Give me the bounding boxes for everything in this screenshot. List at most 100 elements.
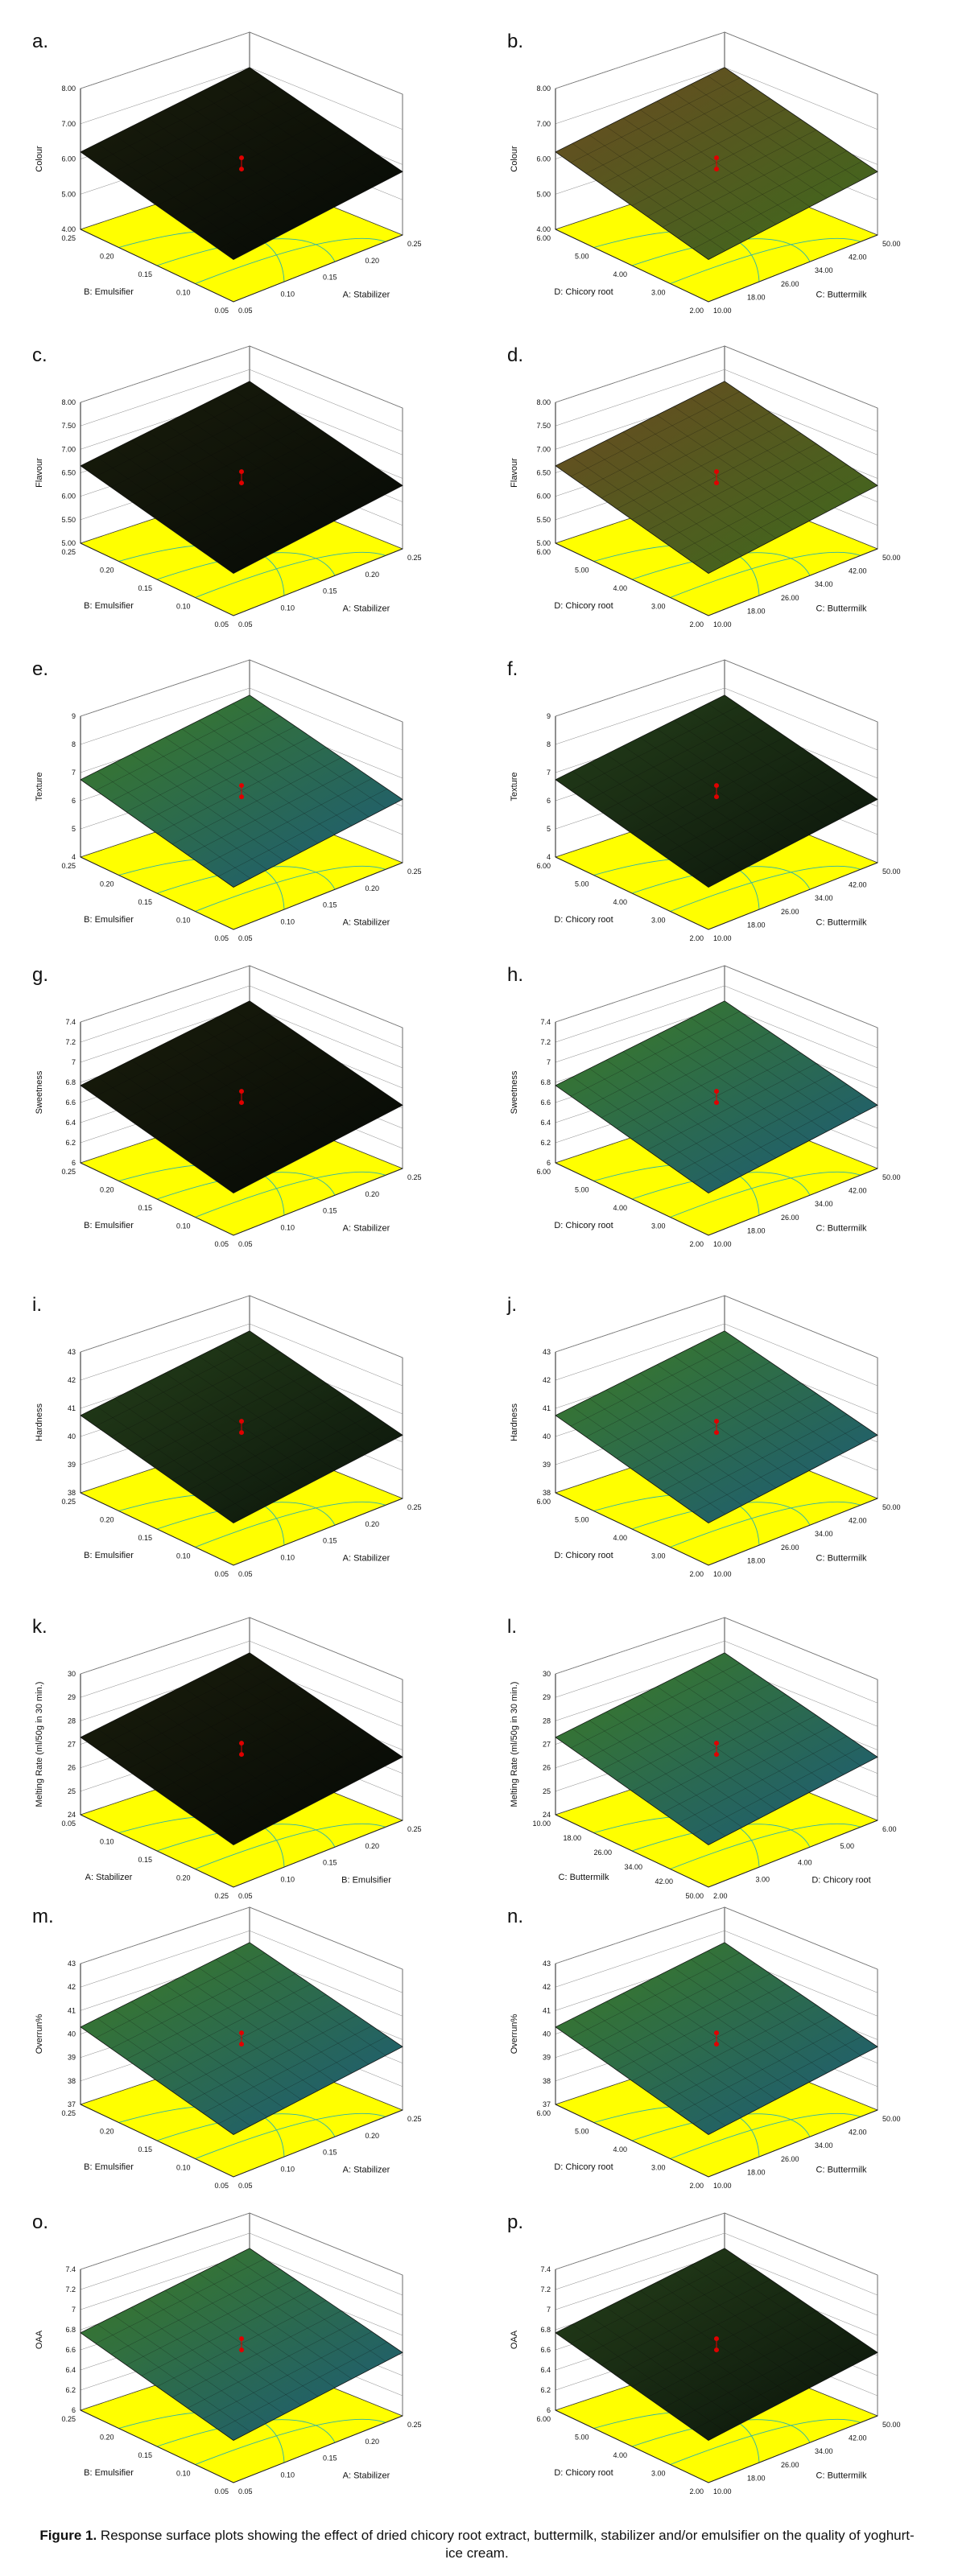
left-axis-tick: 4.00: [613, 1204, 627, 1212]
mesh-line: [198, 1356, 353, 1462]
left-axis-tick: 0.15: [138, 2145, 152, 2154]
left-axis-title: B: Emulsifier: [84, 2468, 134, 2478]
front-edge: [80, 1814, 403, 1888]
right-axis-tick: 26.00: [781, 280, 799, 288]
left-axis-title: B: Emulsifier: [84, 2162, 134, 2172]
left-axis-title: B: Emulsifier: [84, 601, 134, 611]
mesh-line: [707, 76, 861, 181]
mesh-line: [646, 2310, 817, 2398]
left-axis-tick: 2.00: [689, 1240, 704, 1248]
right-axis-tick: 50.00: [882, 1173, 901, 1181]
panel-label: a.: [32, 31, 49, 52]
caption-text: Response surface plots showing the effec…: [100, 2528, 915, 2561]
mesh-line: [232, 1339, 386, 1445]
mesh-line: [692, 2342, 863, 2430]
left-axis-tick: 0.10: [176, 917, 191, 925]
z-tick-label: 4.00: [61, 225, 76, 233]
left-axis-tick: 0.15: [138, 270, 152, 278]
z-tick-label: 39: [68, 2054, 76, 2062]
mesh-line: [187, 1074, 357, 1161]
z-tick-label: 41: [68, 1404, 76, 1412]
z-tick-label: 25: [543, 1787, 551, 1795]
mesh-line: [656, 1364, 811, 1471]
panel-e: e. 4 5 6 7 8 9 Texture 0.25 0.20 0.15 0.10 0.05 B: Em…: [8, 652, 459, 966]
z-axis-title: Hardness: [510, 1403, 519, 1441]
z-tick-label: 28: [543, 1717, 551, 1725]
right-axis-tick: 50.00: [882, 2421, 901, 2429]
mesh-line: [662, 768, 832, 855]
left-axis-tick: 2.00: [689, 934, 704, 942]
mesh-line: [690, 711, 845, 818]
mesh-line: [656, 2281, 811, 2388]
mesh-line: [187, 140, 357, 228]
mesh-line: [187, 768, 357, 855]
contour-line: [156, 2419, 336, 2447]
mesh-line: [692, 161, 863, 249]
panel-label: g.: [32, 964, 49, 986]
z-tick-label: 6.00: [61, 155, 76, 163]
z-gridline: [555, 1906, 878, 1970]
right-axis-tick: 18.00: [747, 607, 766, 615]
left-axis-title: D: Chicory root: [554, 287, 613, 297]
left-axis-tick: 0.25: [61, 234, 76, 242]
surface-plot: 37 38 39 40 41 42 43 Overrun% 6.00 5.00 4.00 3.00 2.…: [510, 1906, 901, 2190]
right-axis-tick: 0.05: [238, 1240, 253, 1248]
mesh-line: [187, 2015, 357, 2103]
z-axis-title: Hardness: [35, 1403, 44, 1441]
z-gridline: [80, 659, 403, 723]
left-axis-tick: 0.20: [100, 2434, 114, 2442]
left-axis-tick: 0.20: [100, 1516, 114, 1524]
front-edge: [80, 2409, 403, 2483]
mesh-line: [692, 475, 863, 563]
z-tick-label: 7.00: [536, 120, 551, 128]
right-axis-tick: 26.00: [781, 594, 799, 602]
z-tick-label: 4: [72, 853, 76, 861]
right-axis-tick: 18.00: [747, 1556, 766, 1564]
z-tick-label: 37: [543, 2100, 551, 2108]
left-axis-tick: 3.00: [651, 1222, 666, 1230]
right-axis-tick: 0.20: [365, 571, 380, 579]
z-tick-label: 6.2: [65, 2386, 76, 2394]
right-axis-tick: 42.00: [849, 567, 867, 575]
right-axis-tick: 10.00: [713, 620, 732, 629]
left-axis-tick: 2.00: [689, 1570, 704, 1578]
contour-line: [156, 1824, 336, 1852]
right-axis-tick: 26.00: [781, 908, 799, 916]
right-axis-tick: 0.25: [407, 2115, 422, 2123]
contour-line: [195, 2418, 386, 2465]
right-axis-tick: 34.00: [815, 266, 833, 274]
z-gridline: [80, 1930, 403, 1993]
left-axis-tick: 6.00: [536, 2415, 551, 2423]
mesh-line: [232, 1951, 386, 2056]
z-gridline: [555, 31, 878, 95]
z-tick-label: 7.00: [61, 120, 76, 128]
z-tick-label: 9: [72, 712, 76, 720]
right-axis-tick: 34.00: [815, 580, 833, 588]
z-tick-label: 26: [543, 1764, 551, 1772]
front-edge: [80, 229, 403, 303]
contour-line: [670, 237, 861, 284]
surface-plot: 37 38 39 40 41 42 43 Overrun% 0.25 0.20 0.15 0.10 0.…: [35, 1906, 422, 2190]
z-gridline: [555, 1930, 878, 1993]
z-gridline: [555, 1295, 878, 1358]
left-axis-tick: 42.00: [655, 1877, 673, 1886]
left-axis-title: D: Chicory root: [554, 915, 613, 925]
front-edge: [80, 856, 403, 930]
surface-plot: 5.00 5.50 6.00 6.50 7.00 7.50 8.00 Flavour 0.25 0…: [35, 345, 422, 629]
z-tick-label: 6.50: [536, 469, 551, 477]
z-axis-title: Sweetness: [35, 1070, 44, 1114]
left-axis-tick: 0.15: [138, 898, 152, 906]
right-axis-tick: 4.00: [798, 1859, 812, 1867]
z-tick-label: 39: [543, 1461, 551, 1469]
z-tick-label: 6.4: [540, 1119, 551, 1127]
right-axis-title: C: Buttermilk: [816, 1554, 867, 1564]
contour-line: [670, 1501, 861, 1548]
left-axis-title: D: Chicory root: [554, 601, 613, 611]
z-tick-label: 6.50: [61, 469, 76, 477]
mesh-line: [198, 720, 353, 826]
front-edge: [80, 2104, 403, 2178]
mesh-line: [656, 414, 811, 521]
mesh-line: [707, 703, 861, 809]
z-tick-label: 27: [68, 1741, 76, 1749]
mesh-line: [673, 1678, 828, 1784]
